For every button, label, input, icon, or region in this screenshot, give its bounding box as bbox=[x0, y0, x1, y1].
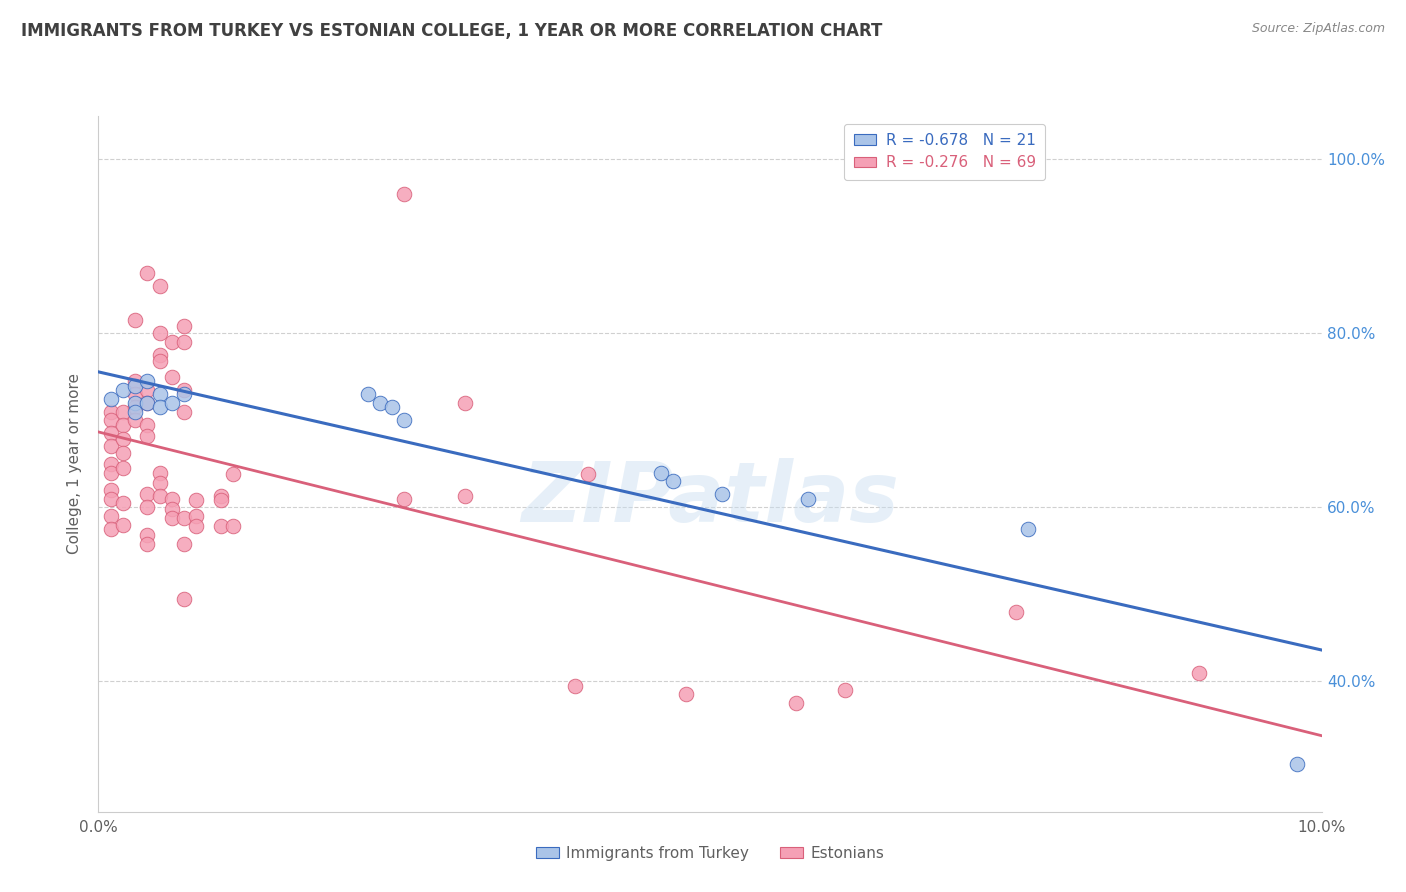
Point bbox=[381, 401, 404, 415]
Point bbox=[124, 378, 146, 392]
Point bbox=[173, 319, 195, 334]
Point bbox=[785, 696, 807, 710]
Point bbox=[136, 383, 159, 397]
Point bbox=[576, 467, 599, 482]
Point bbox=[111, 496, 134, 510]
Point bbox=[111, 383, 134, 397]
Point bbox=[136, 500, 159, 515]
Point bbox=[111, 446, 134, 460]
Legend: Immigrants from Turkey, Estonians: Immigrants from Turkey, Estonians bbox=[530, 839, 890, 867]
Point bbox=[1017, 522, 1039, 536]
Point bbox=[149, 326, 172, 341]
Point bbox=[356, 387, 378, 401]
Point bbox=[136, 537, 159, 551]
Point bbox=[160, 369, 183, 384]
Point bbox=[149, 475, 172, 490]
Point bbox=[149, 489, 172, 503]
Point bbox=[124, 374, 146, 388]
Point bbox=[124, 313, 146, 327]
Point bbox=[454, 489, 477, 503]
Point bbox=[136, 396, 159, 410]
Point bbox=[173, 334, 195, 349]
Point bbox=[149, 466, 172, 480]
Text: IMMIGRANTS FROM TURKEY VS ESTONIAN COLLEGE, 1 YEAR OR MORE CORRELATION CHART: IMMIGRANTS FROM TURKEY VS ESTONIAN COLLE… bbox=[21, 22, 883, 40]
Point bbox=[222, 519, 245, 533]
Point bbox=[711, 487, 734, 501]
Text: ZIPatlas: ZIPatlas bbox=[522, 458, 898, 539]
Point bbox=[111, 517, 134, 532]
Point bbox=[136, 417, 159, 432]
Point bbox=[564, 679, 586, 693]
Point bbox=[160, 396, 183, 410]
Point bbox=[124, 396, 146, 410]
Point bbox=[111, 417, 134, 432]
Point bbox=[124, 413, 146, 427]
Point bbox=[209, 489, 232, 503]
Point bbox=[136, 528, 159, 542]
Text: Source: ZipAtlas.com: Source: ZipAtlas.com bbox=[1251, 22, 1385, 36]
Point bbox=[186, 519, 208, 533]
Y-axis label: College, 1 year or more: College, 1 year or more bbox=[67, 374, 83, 554]
Point bbox=[675, 687, 697, 701]
Point bbox=[834, 683, 856, 698]
Point bbox=[160, 510, 183, 524]
Point bbox=[173, 537, 195, 551]
Point bbox=[136, 429, 159, 443]
Point bbox=[149, 401, 172, 415]
Point bbox=[173, 591, 195, 606]
Point bbox=[136, 396, 159, 410]
Point bbox=[124, 405, 146, 419]
Point bbox=[454, 396, 477, 410]
Point bbox=[149, 387, 172, 401]
Point bbox=[160, 502, 183, 516]
Point bbox=[160, 334, 183, 349]
Point bbox=[124, 401, 146, 415]
Point bbox=[136, 487, 159, 501]
Point bbox=[209, 519, 232, 533]
Point bbox=[100, 508, 122, 523]
Point bbox=[136, 266, 159, 280]
Point bbox=[100, 483, 122, 497]
Point bbox=[1004, 605, 1026, 619]
Point bbox=[149, 348, 172, 362]
Point bbox=[100, 522, 122, 536]
Point bbox=[368, 396, 391, 410]
Point bbox=[100, 491, 122, 506]
Point bbox=[160, 491, 183, 506]
Point bbox=[100, 426, 122, 441]
Point bbox=[173, 383, 195, 397]
Point bbox=[1188, 665, 1211, 680]
Point bbox=[149, 278, 172, 293]
Point bbox=[392, 413, 416, 427]
Point bbox=[186, 493, 208, 508]
Point bbox=[149, 354, 172, 368]
Point bbox=[173, 510, 195, 524]
Point bbox=[662, 474, 685, 488]
Point bbox=[1286, 756, 1309, 771]
Point bbox=[100, 392, 122, 406]
Point bbox=[100, 405, 122, 419]
Point bbox=[100, 413, 122, 427]
Point bbox=[186, 508, 208, 523]
Point bbox=[222, 467, 245, 482]
Point bbox=[136, 374, 159, 388]
Point bbox=[173, 405, 195, 419]
Point bbox=[209, 493, 232, 508]
Point bbox=[100, 439, 122, 453]
Point bbox=[100, 466, 122, 480]
Point bbox=[173, 387, 195, 401]
Point bbox=[111, 405, 134, 419]
Point bbox=[797, 491, 820, 506]
Point bbox=[124, 387, 146, 401]
Point bbox=[111, 433, 134, 447]
Point bbox=[650, 466, 672, 480]
Point bbox=[100, 457, 122, 471]
Point bbox=[111, 461, 134, 475]
Point bbox=[392, 187, 416, 202]
Point bbox=[392, 491, 416, 506]
